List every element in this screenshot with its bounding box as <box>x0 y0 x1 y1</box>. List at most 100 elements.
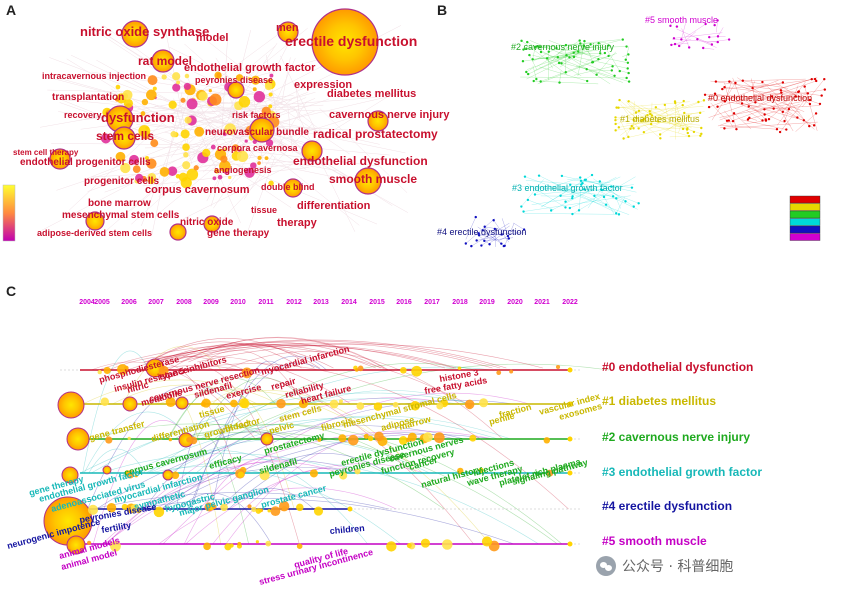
cluster-link <box>533 80 599 85</box>
timeline-node <box>134 474 138 478</box>
cluster-node <box>590 173 594 177</box>
cluster-node <box>637 127 640 130</box>
cluster-link <box>719 99 810 118</box>
cluster-link <box>528 44 594 75</box>
cluster-node <box>617 213 621 216</box>
year-tick: 2020 <box>507 299 523 306</box>
cluster-node <box>618 98 621 102</box>
cluster-node <box>649 122 653 126</box>
cluster-node <box>707 105 711 109</box>
cluster-link <box>710 80 822 96</box>
timeline-node <box>543 437 551 444</box>
year-tick: 2015 <box>369 299 385 306</box>
cluster-link <box>540 51 624 83</box>
cluster-link <box>770 105 815 126</box>
cluster-node <box>637 109 641 113</box>
cluster-node <box>591 60 595 64</box>
citation-arc <box>219 453 389 510</box>
cluster-link <box>697 38 717 48</box>
cluster-node <box>539 50 543 54</box>
cluster-node <box>488 243 491 246</box>
cluster-node <box>654 106 658 109</box>
cluster-node <box>627 135 630 139</box>
network-link <box>80 107 243 130</box>
keyword-node <box>222 132 227 136</box>
year-tick: 2017 <box>424 299 440 306</box>
timeline-node <box>398 436 408 445</box>
cluster-link <box>560 184 634 196</box>
network-link <box>280 55 317 133</box>
network-link <box>183 163 294 219</box>
cluster-node <box>770 95 774 98</box>
keyword-label: mesenchymal stem cells <box>62 210 180 221</box>
cluster-link <box>504 223 515 246</box>
cluster-node <box>740 102 744 105</box>
keyword-label: neurovascular bundle <box>205 127 309 138</box>
cluster-node <box>522 210 525 213</box>
keyword-node <box>268 104 273 109</box>
citation-arc <box>91 361 256 440</box>
timeline-node <box>354 367 359 372</box>
panel-a-label: A <box>6 2 16 18</box>
keyword-node <box>268 92 273 97</box>
cluster-node <box>545 57 549 60</box>
cluster-link <box>678 112 685 133</box>
citation-arc <box>98 345 468 405</box>
keyword-node <box>122 89 133 100</box>
keyword-node <box>145 156 149 160</box>
cluster-node <box>670 43 673 47</box>
cluster-link <box>566 39 623 54</box>
timeline-node <box>220 503 228 512</box>
keyword-node <box>183 82 191 91</box>
cluster-node <box>796 116 799 119</box>
cluster-node <box>618 69 621 73</box>
cluster-node <box>683 111 686 115</box>
keyword-node <box>183 152 189 158</box>
cluster-link <box>762 81 815 130</box>
citation-arc <box>133 498 515 545</box>
timeline-keyword: prostate cancer <box>260 483 328 510</box>
cluster-node <box>624 200 627 203</box>
keyword-node <box>186 98 198 110</box>
keyword-label: stem cell therapy <box>13 148 79 157</box>
cluster-link <box>524 176 630 215</box>
timeline-node <box>168 437 173 442</box>
cluster-node <box>604 203 608 206</box>
cluster-node <box>507 237 511 240</box>
cluster-node <box>525 47 528 50</box>
wechat-icon <box>596 556 616 576</box>
cluster-link <box>565 49 567 73</box>
timeline-node <box>422 432 433 443</box>
cluster-node <box>559 194 562 197</box>
cluster-node <box>700 126 703 130</box>
cluster-link <box>537 55 609 85</box>
cluster-link <box>582 46 627 49</box>
cluster-link <box>558 45 609 60</box>
cluster-link <box>749 117 758 121</box>
cluster-node <box>761 119 764 122</box>
citation-arc <box>162 392 530 545</box>
cluster-node <box>589 43 592 46</box>
cluster-node <box>823 88 827 91</box>
citation-arc <box>213 363 476 440</box>
keyword-node <box>176 80 181 85</box>
cluster-link <box>708 80 817 118</box>
cluster-link <box>748 106 791 126</box>
timeline-node-large <box>260 432 274 446</box>
keyword-node <box>235 74 244 82</box>
keyword-label: endothelial dysfunction <box>293 154 428 168</box>
cluster-node <box>808 124 811 128</box>
keyword-label: endothelial growth factor <box>184 62 316 74</box>
cluster-link <box>802 79 825 108</box>
citation-arc <box>178 492 272 545</box>
cluster-node <box>642 130 646 134</box>
cluster-node <box>503 244 506 248</box>
keyword-node <box>182 161 191 170</box>
cluster-link <box>532 47 557 62</box>
cluster-node <box>658 133 662 136</box>
cluster-node <box>595 73 598 76</box>
cluster-label: #2 cavernous nerve injury <box>511 42 615 52</box>
timeline-node <box>555 365 561 370</box>
cluster-link <box>742 80 789 89</box>
cluster-link <box>473 231 490 245</box>
